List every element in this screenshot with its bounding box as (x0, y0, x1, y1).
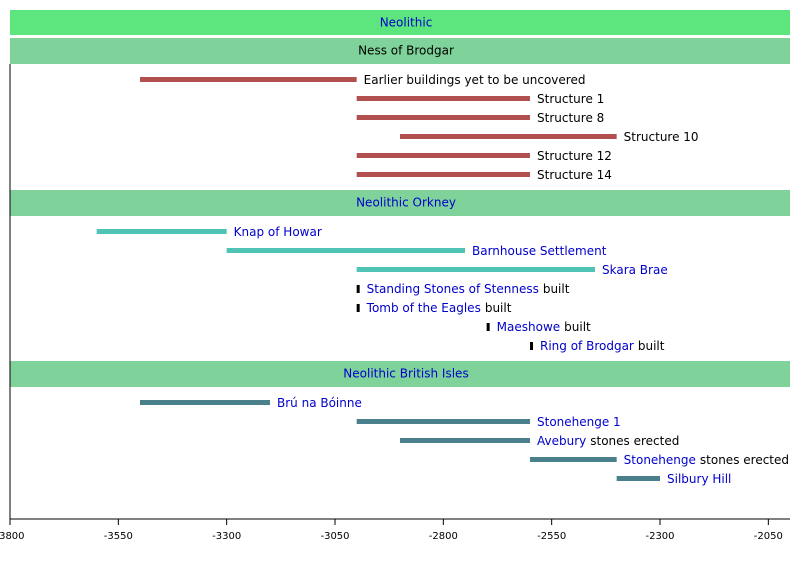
item-name[interactable]: Ring of Brodgar (540, 339, 634, 353)
item-label: Structure 8 (537, 111, 604, 125)
item-suffix: stones erected (590, 434, 679, 448)
item-name[interactable]: Avebury (537, 434, 586, 448)
item-name[interactable]: Barnhouse Settlement (472, 244, 607, 258)
bar (356, 153, 530, 158)
group-title: Ness of Brodgar (358, 44, 454, 58)
bar (96, 229, 227, 234)
item-name[interactable]: Silbury Hill (667, 472, 731, 486)
item-suffix: built (485, 301, 512, 315)
item-label: Barnhouse Settlement (472, 244, 607, 258)
item-label: Knap of Howar (234, 225, 322, 239)
item-label: Structure 14 (537, 168, 612, 182)
x-tick-label: -3300 (212, 531, 241, 542)
item-suffix: stones erected (700, 453, 789, 467)
item-name: Structure 10 (624, 130, 699, 144)
group-title[interactable]: Neolithic Orkney (356, 196, 456, 210)
item-label: Skara Brae (602, 263, 668, 277)
item-label: Standing Stones of Stenness built (367, 282, 570, 296)
event-mark (356, 285, 360, 293)
item-name: Structure 1 (537, 92, 604, 106)
bar (140, 400, 270, 405)
item-name[interactable]: Skara Brae (602, 263, 668, 277)
item-name[interactable]: Standing Stones of Stenness (367, 282, 539, 296)
item-label: Maeshowe built (497, 320, 591, 334)
item-suffix: built (543, 282, 570, 296)
title-band (10, 10, 790, 35)
item-name[interactable]: Tomb of the Eagles (366, 301, 481, 315)
item-label: Structure 10 (624, 130, 699, 144)
item-label: Ring of Brodgar built (540, 339, 665, 353)
group-header (10, 190, 790, 216)
bar (356, 419, 530, 424)
group-header (10, 38, 790, 64)
event-mark (356, 304, 360, 312)
item-label: Tomb of the Eagles built (366, 301, 512, 315)
item-label: Stonehenge 1 (537, 415, 621, 429)
bar (356, 96, 530, 101)
item-label: Brú na Bóinne (277, 396, 362, 410)
item-label: Silbury Hill (667, 472, 731, 486)
bar (400, 134, 617, 139)
event-mark (530, 342, 533, 350)
item-name[interactable]: Maeshowe (497, 320, 560, 334)
bar (226, 248, 465, 253)
group-header (10, 361, 790, 387)
item-name: Structure 8 (537, 111, 604, 125)
group-title[interactable]: Neolithic British Isles (343, 367, 468, 381)
item-name[interactable]: Stonehenge (624, 453, 696, 467)
x-tick-label: -3550 (104, 531, 133, 542)
bar (356, 172, 530, 177)
x-tick-label: -2050 (754, 531, 783, 542)
item-name: Structure 12 (537, 149, 612, 163)
x-tick-label: -2300 (645, 531, 674, 542)
x-tick-label: -3050 (320, 531, 349, 542)
item-name: Earlier buildings yet to be uncovered (364, 73, 586, 87)
item-label: Earlier buildings yet to be uncovered (364, 73, 586, 87)
bar (356, 115, 530, 120)
event-mark (486, 323, 490, 331)
item-name: Structure 14 (537, 168, 612, 182)
item-name[interactable]: Stonehenge 1 (537, 415, 621, 429)
item-suffix: built (638, 339, 665, 353)
bar (140, 77, 357, 82)
chart-title[interactable]: Neolithic (380, 16, 433, 30)
item-label: Avebury stones erected (537, 434, 679, 448)
item-label: Structure 12 (537, 149, 612, 163)
item-suffix: built (564, 320, 591, 334)
x-tick-label: -3800 (0, 531, 25, 542)
item-label: Structure 1 (537, 92, 604, 106)
item-name[interactable]: Brú na Bóinne (277, 396, 362, 410)
bar (530, 457, 617, 462)
bar (616, 476, 660, 481)
x-tick-label: -2550 (537, 531, 566, 542)
item-name[interactable]: Knap of Howar (234, 225, 322, 239)
item-label: Stonehenge stones erected (624, 453, 789, 467)
bar (400, 438, 530, 443)
bar (356, 267, 595, 272)
x-tick-label: -2800 (429, 531, 458, 542)
